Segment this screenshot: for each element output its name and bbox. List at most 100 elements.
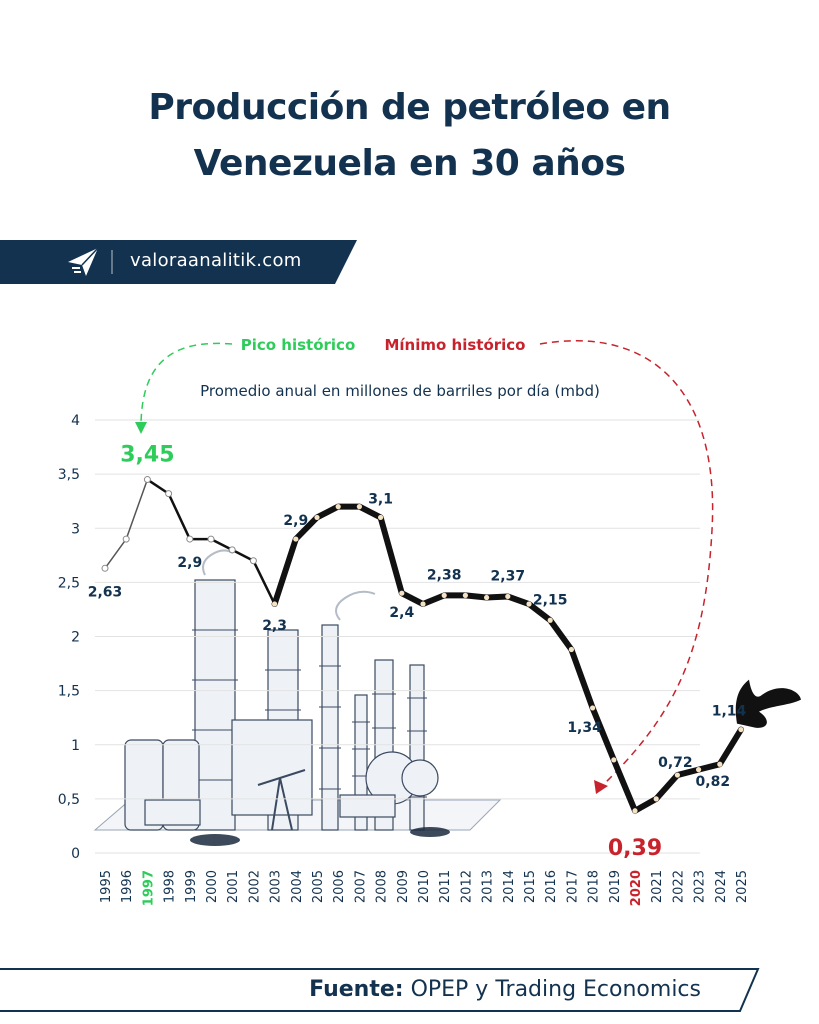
data-point: [717, 761, 723, 767]
refinery-tower-shape: [321, 624, 339, 831]
x-tick-label: 2019: [608, 870, 623, 903]
x-tick-label: 2013: [481, 870, 496, 903]
data-label: 0,39: [608, 836, 662, 861]
site-url[interactable]: valoraanalitik.com: [130, 250, 302, 271]
data-point: [484, 594, 490, 601]
x-tick-label: 2014: [502, 870, 517, 903]
data-point: [632, 808, 638, 814]
smoke-shape: [202, 549, 234, 576]
paper-plane-icon: [68, 247, 99, 276]
data-point: [590, 705, 596, 711]
refinery-illustration: [93, 549, 502, 846]
data-point: [526, 601, 532, 607]
chart-subtitle: Promedio anual en millones de barriles p…: [200, 382, 600, 400]
y-tick-label: 0: [71, 846, 80, 862]
x-tick-label: 2011: [438, 870, 453, 903]
data-label: 2,3: [262, 618, 287, 634]
x-axis-ticks: 1995 1996 1997 1998 1999 2000 2001 2002 2003 2004…: [99, 870, 750, 906]
data-label: 3,45: [120, 443, 174, 468]
x-tick-label: 2016: [544, 870, 559, 903]
data-label: 1,34: [567, 720, 602, 736]
x-tick-label: 2004: [290, 870, 305, 903]
source-label: Fuente:: [309, 977, 404, 1002]
title-line-2: Venezuela en 30 años: [193, 143, 626, 184]
data-point: [399, 590, 405, 596]
data-point: [314, 514, 320, 521]
smoke-shape: [335, 590, 376, 621]
peak-annotation-label: Pico histórico: [241, 336, 356, 354]
sphere-tank-shape: [401, 759, 439, 797]
title-line-1: Producción de petróleo en: [148, 87, 671, 128]
refinery-tower-shape: [194, 579, 236, 831]
building-shape: [144, 799, 201, 826]
series-points: [101, 476, 744, 814]
data-point: [356, 504, 362, 510]
series-line-early: [104, 479, 149, 569]
data-point: [696, 767, 702, 773]
data-point: [122, 535, 130, 543]
data-label: 0,82: [696, 774, 731, 790]
data-point: [249, 557, 257, 565]
x-tick-label: 2012: [459, 870, 474, 903]
oil-puddle-shape: [410, 827, 450, 837]
peak-arrow-head: [135, 422, 147, 434]
data-point: [165, 490, 173, 498]
min-arrow-line: [539, 340, 714, 789]
chart-grid: [95, 419, 700, 854]
data-point: [505, 593, 511, 600]
min-arrow-head: [594, 780, 608, 794]
data-label: 2,15: [533, 592, 568, 608]
data-point: [335, 504, 341, 510]
data-point: [568, 646, 575, 653]
data-point: [611, 757, 617, 763]
data-label: 2,38: [427, 567, 462, 583]
x-tick-label: 2001: [226, 870, 241, 903]
y-tick-label: 1,5: [58, 684, 80, 700]
data-label: 2,63: [88, 584, 123, 600]
data-point: [462, 592, 468, 598]
x-tick-label: 2007: [353, 870, 368, 903]
y-tick-label: 2,5: [58, 575, 80, 591]
data-label: 1,14: [712, 704, 747, 720]
y-tick-label: 2: [71, 630, 80, 646]
x-tick-label: 1996: [120, 870, 135, 903]
x-tick-label: 2017: [565, 870, 580, 903]
x-tick-label: 2006: [332, 870, 347, 903]
x-tick-label: 2018: [587, 870, 602, 903]
data-label: 3,1: [368, 491, 393, 507]
y-tick-label: 3,5: [58, 467, 80, 483]
production-chart: 0 0,5 1 1,5 2 2,5 3 3,5 4 1995 1996 1997 1998 1999 20…: [58, 336, 801, 906]
x-tick-label: 2025: [735, 870, 750, 903]
x-tick-label: 2003: [269, 870, 284, 903]
pumpjack-shape: [257, 769, 306, 831]
source-footer: Fuente: OPEP y Trading Economics: [0, 965, 819, 1015]
data-point: [547, 617, 553, 623]
source-value: OPEP y Trading Economics: [410, 977, 701, 1002]
x-tick-label: 2023: [693, 870, 708, 903]
oil-splash-shape: [735, 679, 801, 728]
brand-banner: valoraanalitik.com: [0, 240, 357, 284]
data-labels: 2,63 3,45 2,9 2,3 2,9 3,1 2,4 2,38 2,37 2,15 1,34 0…: [88, 443, 747, 861]
data-point: [674, 772, 681, 778]
x-tick-label: 1997: [141, 870, 156, 906]
data-point: [207, 535, 215, 543]
y-tick-label: 3: [71, 521, 80, 537]
data-point: [378, 514, 384, 521]
x-tick-label: 2002: [247, 870, 262, 903]
oil-puddle-shape: [190, 834, 240, 846]
data-point: [143, 476, 151, 484]
data-point: [293, 536, 299, 542]
page-title: Producción de petróleo en Venezuela en 3…: [0, 80, 819, 192]
x-tick-label: 1995: [99, 870, 114, 903]
y-axis-ticks: 0 0,5 1 1,5 2 2,5 3 3,5 4: [58, 413, 80, 862]
x-tick-label: 2008: [375, 870, 390, 903]
x-tick-label: 2024: [714, 870, 729, 903]
pipe-rack-shape: [231, 719, 313, 816]
data-label: 2,9: [283, 513, 308, 529]
data-point: [653, 796, 659, 802]
x-tick-label: 2000: [205, 870, 220, 903]
banner-shape: [0, 240, 357, 284]
peak-arrow-line: [140, 342, 233, 431]
data-point: [738, 726, 744, 733]
source-text: Fuente: OPEP y Trading Economics: [309, 977, 701, 1002]
